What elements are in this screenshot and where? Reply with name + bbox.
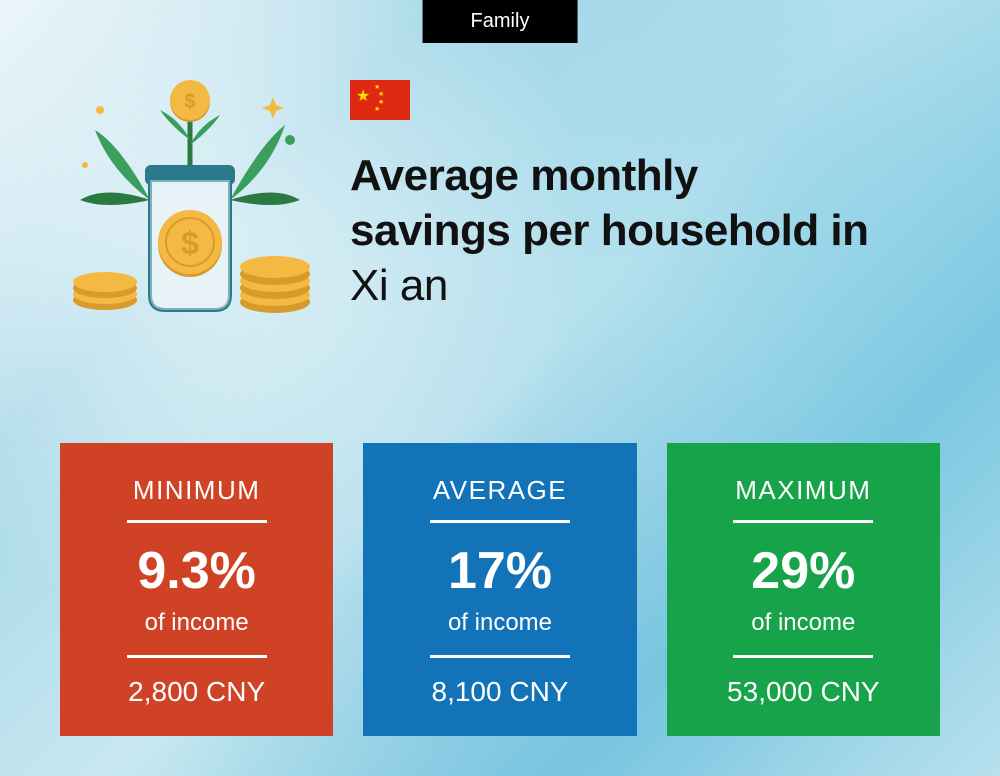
svg-text:$: $ (181, 225, 199, 261)
divider (127, 655, 267, 658)
stat-cards: MINIMUM 9.3% of income 2,800 CNY AVERAGE… (60, 443, 940, 736)
card-amount: 8,100 CNY (383, 676, 616, 708)
flag-star: ★ (374, 105, 380, 113)
category-text: Family (471, 10, 530, 32)
header: $ $ ★ ★ ★ ★ ★ Average monthly savi (60, 70, 940, 330)
card-sub: of income (383, 609, 616, 637)
card-minimum: MINIMUM 9.3% of income 2,800 CNY (60, 443, 333, 736)
card-sub: of income (80, 609, 313, 637)
card-label: MAXIMUM (687, 475, 920, 506)
divider (127, 520, 267, 523)
card-label: AVERAGE (383, 475, 616, 506)
flag-star: ★ (378, 90, 384, 98)
divider (733, 520, 873, 523)
card-maximum: MAXIMUM 29% of income 53,000 CNY (667, 443, 940, 736)
card-sub: of income (687, 609, 920, 637)
title-line2: savings per household in (350, 206, 869, 255)
title-city: Xi an (350, 261, 448, 310)
card-label: MINIMUM (80, 475, 313, 506)
card-percent: 17% (383, 541, 616, 601)
title-block: ★ ★ ★ ★ ★ Average monthly savings per ho… (350, 70, 940, 313)
divider (430, 520, 570, 523)
category-badge: Family (423, 0, 578, 43)
savings-illustration: $ $ (60, 70, 320, 330)
flag-star: ★ (356, 86, 370, 106)
card-average: AVERAGE 17% of income 8,100 CNY (363, 443, 636, 736)
title-line1: Average monthly (350, 151, 698, 200)
china-flag-icon: ★ ★ ★ ★ ★ (350, 80, 410, 120)
card-percent: 9.3% (80, 541, 313, 601)
divider (430, 655, 570, 658)
card-amount: 53,000 CNY (687, 676, 920, 708)
card-percent: 29% (687, 541, 920, 601)
page-title: Average monthly savings per household in… (350, 148, 940, 313)
divider (733, 655, 873, 658)
card-amount: 2,800 CNY (80, 676, 313, 708)
svg-text:$: $ (184, 91, 195, 113)
